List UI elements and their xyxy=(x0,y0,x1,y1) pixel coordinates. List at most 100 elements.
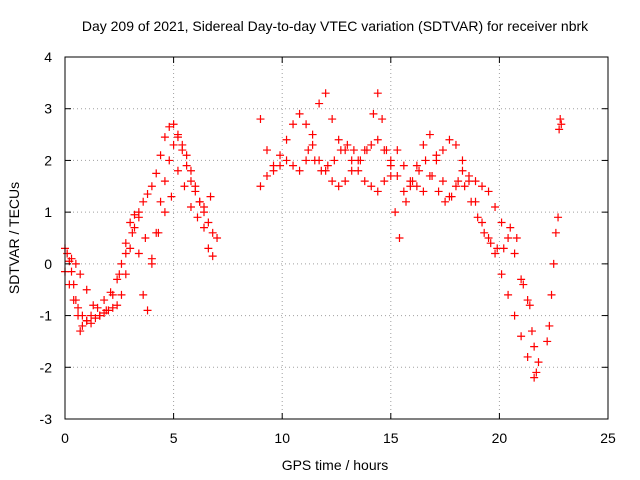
data-point xyxy=(464,171,473,180)
data-point xyxy=(67,267,76,276)
plot-area xyxy=(61,89,566,382)
data-point xyxy=(545,321,554,330)
data-point xyxy=(504,234,513,242)
data-point xyxy=(113,275,122,284)
data-point xyxy=(208,252,217,261)
data-point xyxy=(204,244,213,253)
data-point xyxy=(419,140,428,149)
data-point xyxy=(69,280,78,289)
data-point xyxy=(523,352,532,361)
data-point xyxy=(160,177,169,186)
data-point xyxy=(547,290,556,299)
data-point xyxy=(557,120,566,129)
data-point xyxy=(478,182,487,191)
data-point xyxy=(169,120,178,129)
data-point xyxy=(126,218,135,227)
data-point xyxy=(447,192,456,201)
data-point xyxy=(491,202,500,211)
data-point xyxy=(100,296,109,305)
data-point xyxy=(321,89,330,98)
data-point xyxy=(256,182,265,191)
data-point xyxy=(71,296,80,305)
data-point xyxy=(167,192,176,201)
y-tick-label: -3 xyxy=(40,411,53,427)
data-point xyxy=(304,146,313,155)
data-point xyxy=(276,151,285,160)
data-point xyxy=(128,228,137,237)
data-point xyxy=(367,182,376,191)
data-point xyxy=(178,140,187,149)
data-point xyxy=(555,125,564,134)
x-tick-label: 15 xyxy=(383,430,399,446)
data-point xyxy=(108,303,117,312)
y-tick-label: 1 xyxy=(44,204,52,220)
data-point xyxy=(534,358,543,367)
data-point xyxy=(454,177,463,186)
data-point xyxy=(523,296,532,305)
series-trace-g xyxy=(525,115,566,377)
data-point xyxy=(428,171,437,180)
data-point xyxy=(354,166,363,175)
data-point xyxy=(438,146,447,155)
data-point xyxy=(200,223,209,232)
chart-title: Day 209 of 2021, Sidereal Day-to-day VTE… xyxy=(82,18,589,34)
data-point xyxy=(113,301,122,310)
x-axis-label: GPS time / hours xyxy=(282,457,389,473)
data-point xyxy=(282,156,291,165)
series-trace-f xyxy=(304,89,528,289)
data-point xyxy=(154,228,163,237)
data-point xyxy=(134,213,143,222)
data-point xyxy=(78,321,87,330)
data-point xyxy=(347,156,356,165)
data-point xyxy=(328,177,337,186)
data-point xyxy=(419,187,428,196)
x-tick-label: 20 xyxy=(492,430,508,446)
y-tick-label: 2 xyxy=(44,152,52,168)
y-tick-label: 0 xyxy=(44,256,52,272)
data-point xyxy=(156,197,165,206)
data-point xyxy=(141,234,150,242)
data-point xyxy=(386,171,395,180)
y-tick-label: 3 xyxy=(44,101,52,117)
data-point xyxy=(308,140,317,149)
data-point xyxy=(532,368,541,377)
data-point xyxy=(82,316,91,325)
data-point xyxy=(369,109,378,118)
data-point xyxy=(269,166,278,175)
data-point xyxy=(262,146,271,155)
data-point xyxy=(108,290,117,299)
data-point xyxy=(295,109,304,118)
x-tick-label: 0 xyxy=(61,430,69,446)
data-point xyxy=(143,190,152,199)
data-point xyxy=(451,182,460,191)
data-point xyxy=(195,197,204,206)
data-point xyxy=(438,177,447,186)
data-point xyxy=(302,120,311,129)
data-point xyxy=(87,311,96,320)
data-point xyxy=(317,166,326,175)
data-point xyxy=(182,161,191,170)
data-point xyxy=(323,161,332,170)
x-tick-label: 5 xyxy=(170,430,178,446)
data-point xyxy=(156,151,165,160)
data-point xyxy=(91,314,100,323)
data-point xyxy=(530,342,539,351)
data-point xyxy=(432,156,441,165)
data-point xyxy=(497,218,506,227)
data-point xyxy=(289,161,298,170)
data-point xyxy=(117,290,126,299)
data-point xyxy=(191,182,200,191)
data-point xyxy=(460,182,469,191)
data-point xyxy=(302,156,311,165)
data-point xyxy=(451,140,460,149)
data-point xyxy=(343,140,352,149)
data-point xyxy=(169,140,178,149)
data-point xyxy=(543,337,552,346)
data-point xyxy=(67,254,76,263)
data-point xyxy=(282,135,291,144)
data-point xyxy=(412,161,421,170)
data-point xyxy=(121,239,130,248)
data-point xyxy=(71,259,80,268)
data-point xyxy=(373,89,382,98)
